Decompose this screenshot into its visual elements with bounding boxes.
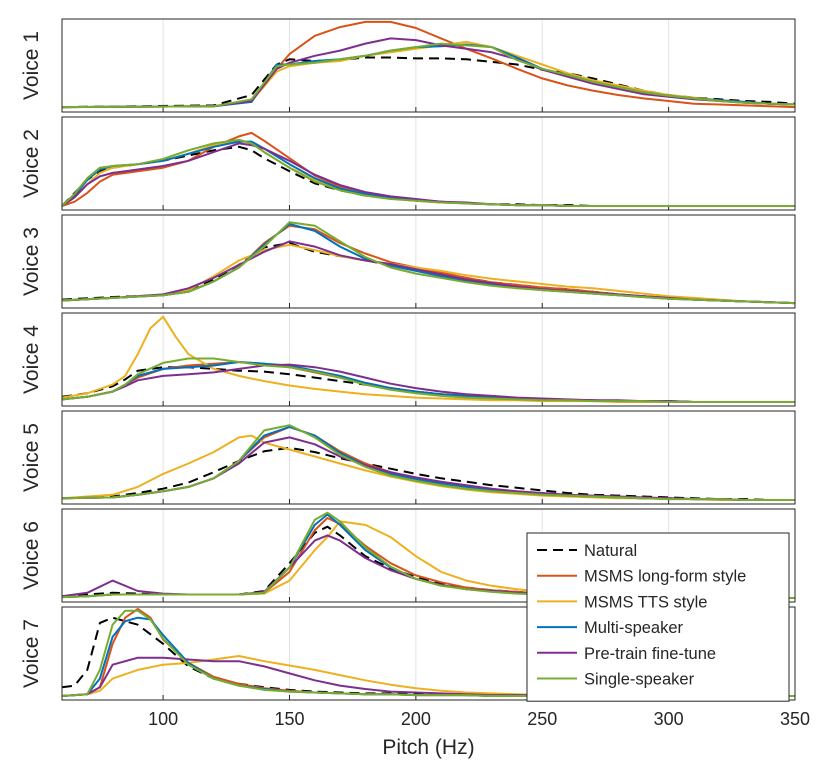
series-line-natural: [61, 446, 795, 501]
series-line-msms-long-form-style: [61, 131, 795, 207]
panel-frame: [61, 214, 796, 309]
legend-entry-multi-speaker: Multi-speaker: [584, 619, 684, 637]
series-line-multi-speaker: [61, 223, 796, 305]
x-tick-label-250: 250: [527, 709, 557, 729]
x-tick-label-150: 150: [274, 709, 304, 729]
panel-5: Voice 5: [20, 410, 796, 505]
panel-ylabel: Voice 6: [20, 521, 43, 590]
series-line-single-speaker: [61, 357, 795, 403]
panels-layer: Voice 1 Voice 2 Voice 3 Voice 4 Voice 5 Voice…: [20, 18, 796, 701]
x-tick-label-100: 100: [148, 709, 178, 729]
legend-entry-msms-long-form-style: MSMS long-form style: [584, 568, 746, 586]
series-line-msms-tts-style: [61, 138, 795, 207]
series-line-natural: [61, 56, 796, 109]
panel-frame: [61, 116, 796, 211]
legend-entry-msms-tts-style: MSMS TTS style: [584, 593, 707, 611]
x-axis: 100 150 200 250 300 350 Pitch (Hz): [148, 709, 810, 759]
x-tick-label-350: 350: [780, 709, 810, 729]
panel-ylabel: Voice 2: [20, 129, 43, 198]
series-line-pre-train-fine-tune: [61, 142, 795, 207]
panel-3: Voice 3: [20, 214, 796, 309]
panel-ylabel: Voice 1: [20, 31, 43, 100]
panel-frame: [61, 18, 796, 113]
legend-entry-natural: Natural: [584, 542, 637, 560]
panel-frame: [61, 508, 796, 603]
panel-2: Voice 2: [20, 116, 796, 211]
series-line-pre-train-fine-tune: [61, 363, 795, 403]
x-tick-label-300: 300: [654, 709, 684, 729]
series-line-msms-long-form-style: [61, 20, 796, 109]
x-tick-label-200: 200: [401, 709, 431, 729]
panel-4: Voice 4: [20, 312, 796, 407]
panel-ylabel: Voice 3: [20, 227, 43, 296]
legend-entry-pre-train-fine-tune: Pre-train fine-tune: [584, 645, 716, 663]
series-line-single-speaker: [61, 221, 796, 305]
series-line-msms-tts-style: [61, 243, 796, 305]
panel-ylabel: Voice 7: [20, 619, 43, 688]
series-line-multi-speaker: [61, 140, 795, 207]
series-line-natural: [61, 366, 795, 403]
legend-box: [526, 532, 790, 702]
legend: Natural MSMS long-form style MSMS TTS styl…: [526, 532, 790, 702]
series-line-single-speaker: [61, 42, 796, 109]
series-line-single-speaker: [61, 424, 795, 501]
series-line-single-speaker: [61, 138, 795, 207]
panel-ylabel: Voice 4: [20, 325, 43, 394]
panel-ylabel: Voice 5: [20, 423, 43, 492]
panel-frame: [61, 312, 796, 407]
series-line-multi-speaker: [61, 361, 795, 403]
panel-1: Voice 1: [20, 18, 796, 113]
x-axis-label: Pitch (Hz): [382, 736, 474, 759]
panel-frame: [61, 410, 796, 505]
panel-frame: [61, 606, 796, 701]
legend-entry-single-speaker: Single-speaker: [584, 671, 695, 689]
